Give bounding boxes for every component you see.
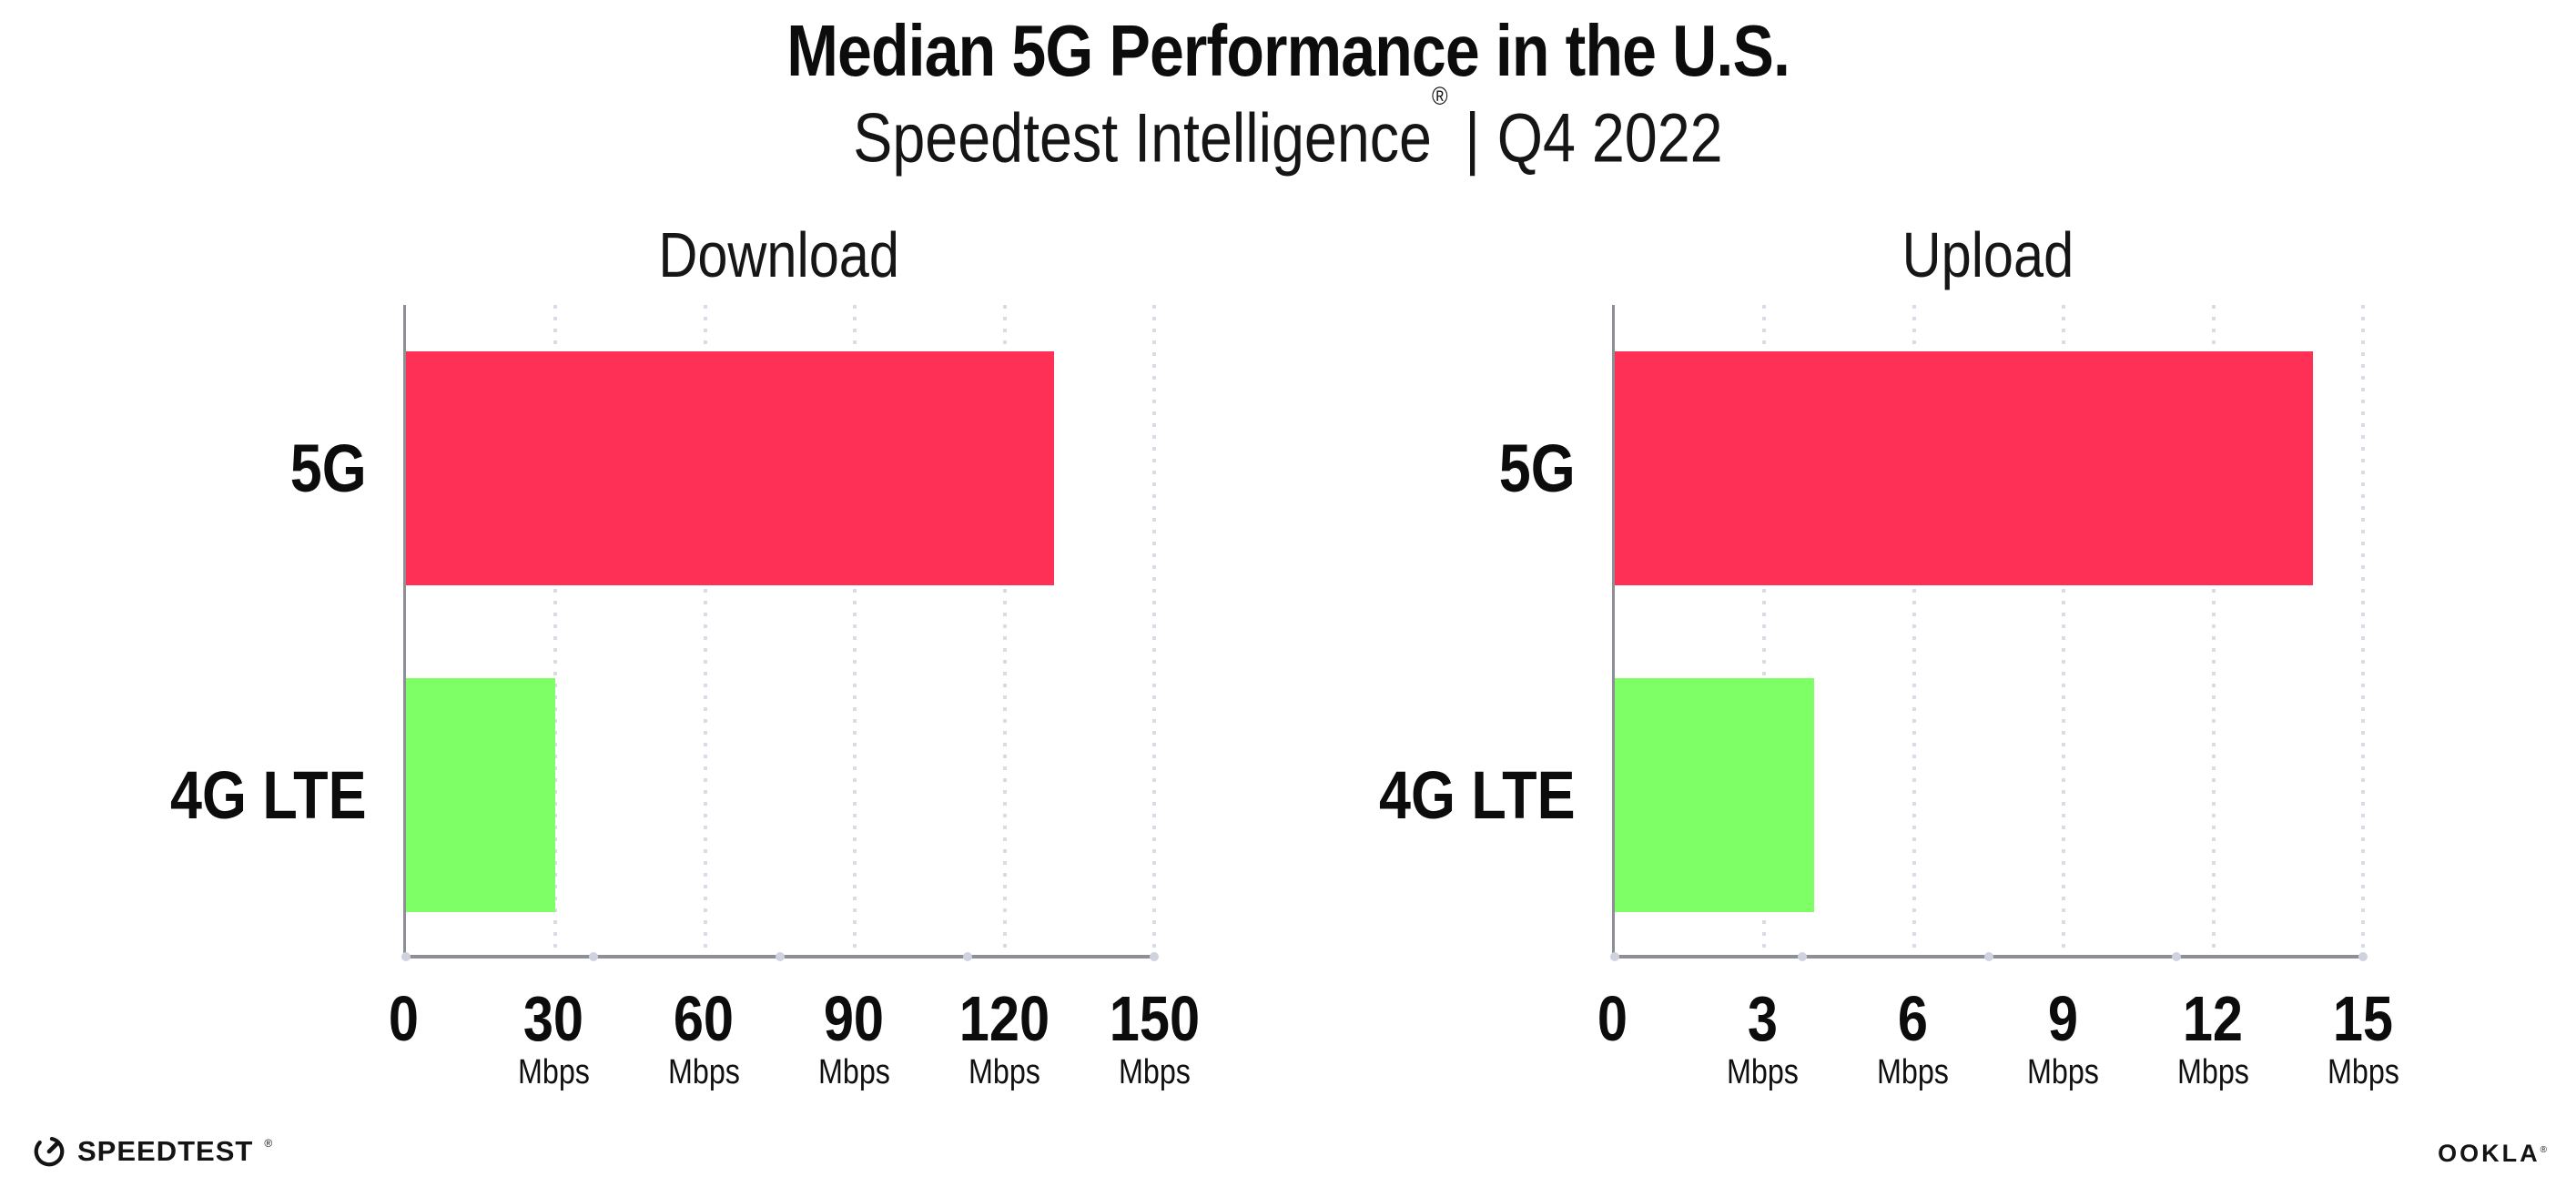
- chart-title-upload: Upload: [1612, 219, 2363, 290]
- x-tick-value: 90: [823, 983, 885, 1054]
- x-tick-150: 150 Mbps: [1018, 986, 1291, 1093]
- axis-tick-dot: [1984, 952, 1993, 961]
- x-tick-60: 60 Mbps: [567, 986, 840, 1093]
- x-tick-value: 6: [1897, 983, 1928, 1054]
- category-label-4g-lte: 4G LTE: [1379, 757, 1576, 833]
- x-tick-unit: Mbps: [2176, 1053, 2249, 1091]
- x-tick-30: 30 Mbps: [417, 986, 690, 1093]
- subtitle-brand: Speedtest Intelligence: [853, 99, 1433, 178]
- ookla-logo: OOKLA®: [2438, 1140, 2547, 1168]
- page-title: Median 5G Performance in the U.S.: [0, 13, 2576, 89]
- axis-tick-dot: [401, 952, 411, 961]
- axis-tick-dot: [588, 952, 598, 961]
- speedtest-logo-text: SPEEDTEST: [77, 1135, 254, 1167]
- speedtest-logo: SPEEDTEST ®: [32, 1134, 272, 1169]
- x-tick-value: 12: [2182, 983, 2244, 1054]
- x-tick-unit: Mbps: [817, 1053, 890, 1091]
- x-tick-3: 3 Mbps: [1626, 986, 1899, 1093]
- x-tick-unit: Mbps: [1118, 1053, 1191, 1091]
- x-tick-unit: Mbps: [2026, 1053, 2099, 1091]
- subtitle-text: Speedtest Intelligence® | Q4 2022: [853, 82, 1723, 178]
- x-tick-unit: Mbps: [667, 1053, 740, 1091]
- page-title-text: Median 5G Performance in the U.S.: [786, 10, 1790, 91]
- x-tick-0: 0: [1476, 986, 1749, 1051]
- x-tick-unit: Mbps: [1726, 1053, 1799, 1091]
- upload-chart: Upload 5G 4G LTE 0 3 Mbps 6 Mbps 9 Mbps 12 Mbps 15…: [1379, 219, 2399, 1091]
- speedtest-trademark-icon: ®: [264, 1137, 273, 1150]
- x-tick-value: 0: [388, 983, 419, 1054]
- bar-4g-lte: [406, 678, 556, 912]
- axis-tick-dot: [1610, 952, 1619, 961]
- axis-tick-dot: [962, 952, 972, 961]
- x-tick-90: 90 Mbps: [717, 986, 990, 1093]
- bar-5g: [1615, 351, 2314, 585]
- gridline-15: [2361, 305, 2365, 955]
- gridline-30: [553, 305, 558, 955]
- gridline-90: [853, 305, 857, 955]
- x-tick-unit: Mbps: [1876, 1053, 1949, 1091]
- gridline-120: [1002, 305, 1007, 955]
- x-tick-value: 120: [958, 983, 1050, 1054]
- x-tick-value: 9: [2047, 983, 2078, 1054]
- gridline-6: [1912, 305, 1916, 955]
- chart-title-download: Download: [403, 219, 1154, 290]
- x-tick-value: 150: [1109, 983, 1200, 1054]
- subtitle: Speedtest Intelligence® | Q4 2022: [0, 82, 2576, 178]
- x-tick-value: 0: [1597, 983, 1628, 1054]
- x-tick-value: 15: [2332, 983, 2394, 1054]
- bar-5g: [406, 351, 1055, 585]
- upload-plot-area: [1610, 305, 2368, 961]
- x-tick-value: 3: [1747, 983, 1778, 1054]
- category-label-4g-lte: 4G LTE: [170, 757, 367, 833]
- axis-tick-dot: [1150, 952, 1159, 961]
- x-tick-6: 6 Mbps: [1776, 986, 2049, 1093]
- x-tick-0: 0: [267, 986, 540, 1051]
- x-tick-12: 12 Mbps: [2076, 986, 2349, 1093]
- ookla-trademark-icon: ®: [2540, 1145, 2547, 1155]
- download-plot-area: [401, 305, 1159, 961]
- x-tick-value: 30: [522, 983, 584, 1054]
- axis-tick-dot: [1797, 952, 1807, 961]
- download-x-axis-ticks: 0 30 Mbps 60 Mbps 90 Mbps 120 Mbps 150 Mbps: [388, 959, 1199, 1113]
- bar-4g-lte: [1615, 678, 1815, 912]
- subtitle-period: Q4 2022: [1496, 99, 1723, 178]
- chart-title-download-text: Download: [658, 219, 899, 290]
- category-label-5g: 5G: [290, 431, 367, 506]
- axis-tick-dot: [776, 952, 785, 961]
- gridline-12: [2211, 305, 2216, 955]
- x-tick-value: 60: [673, 983, 735, 1054]
- gridline-60: [703, 305, 707, 955]
- x-tick-120: 120 Mbps: [867, 986, 1141, 1093]
- gridline-150: [1152, 305, 1156, 955]
- x-tick-9: 9 Mbps: [1926, 986, 2199, 1093]
- ookla-logo-text: OOKLA: [2438, 1140, 2541, 1167]
- x-tick-unit: Mbps: [2327, 1053, 2399, 1091]
- x-tick-unit: Mbps: [517, 1053, 590, 1091]
- gridline-9: [2062, 305, 2066, 955]
- axis-tick-dot: [2171, 952, 2181, 961]
- x-tick-15: 15 Mbps: [2226, 986, 2500, 1093]
- gridline-3: [1762, 305, 1767, 955]
- axis-tick-dot: [2358, 952, 2368, 961]
- x-tick-unit: Mbps: [968, 1053, 1040, 1091]
- chart-title-upload-text: Upload: [1902, 219, 2074, 290]
- upload-x-axis-ticks: 0 3 Mbps 6 Mbps 9 Mbps 12 Mbps 15 Mbps: [1597, 959, 2399, 1113]
- subtitle-separator: |: [1465, 99, 1481, 178]
- registered-trademark-icon: ®: [1432, 82, 1448, 110]
- speedtest-gauge-icon: [34, 1136, 65, 1167]
- category-label-5g: 5G: [1499, 431, 1576, 506]
- download-chart: Download 5G 4G LTE 0 30 Mbps 60 Mbps 90 Mbps 120…: [170, 219, 1199, 1091]
